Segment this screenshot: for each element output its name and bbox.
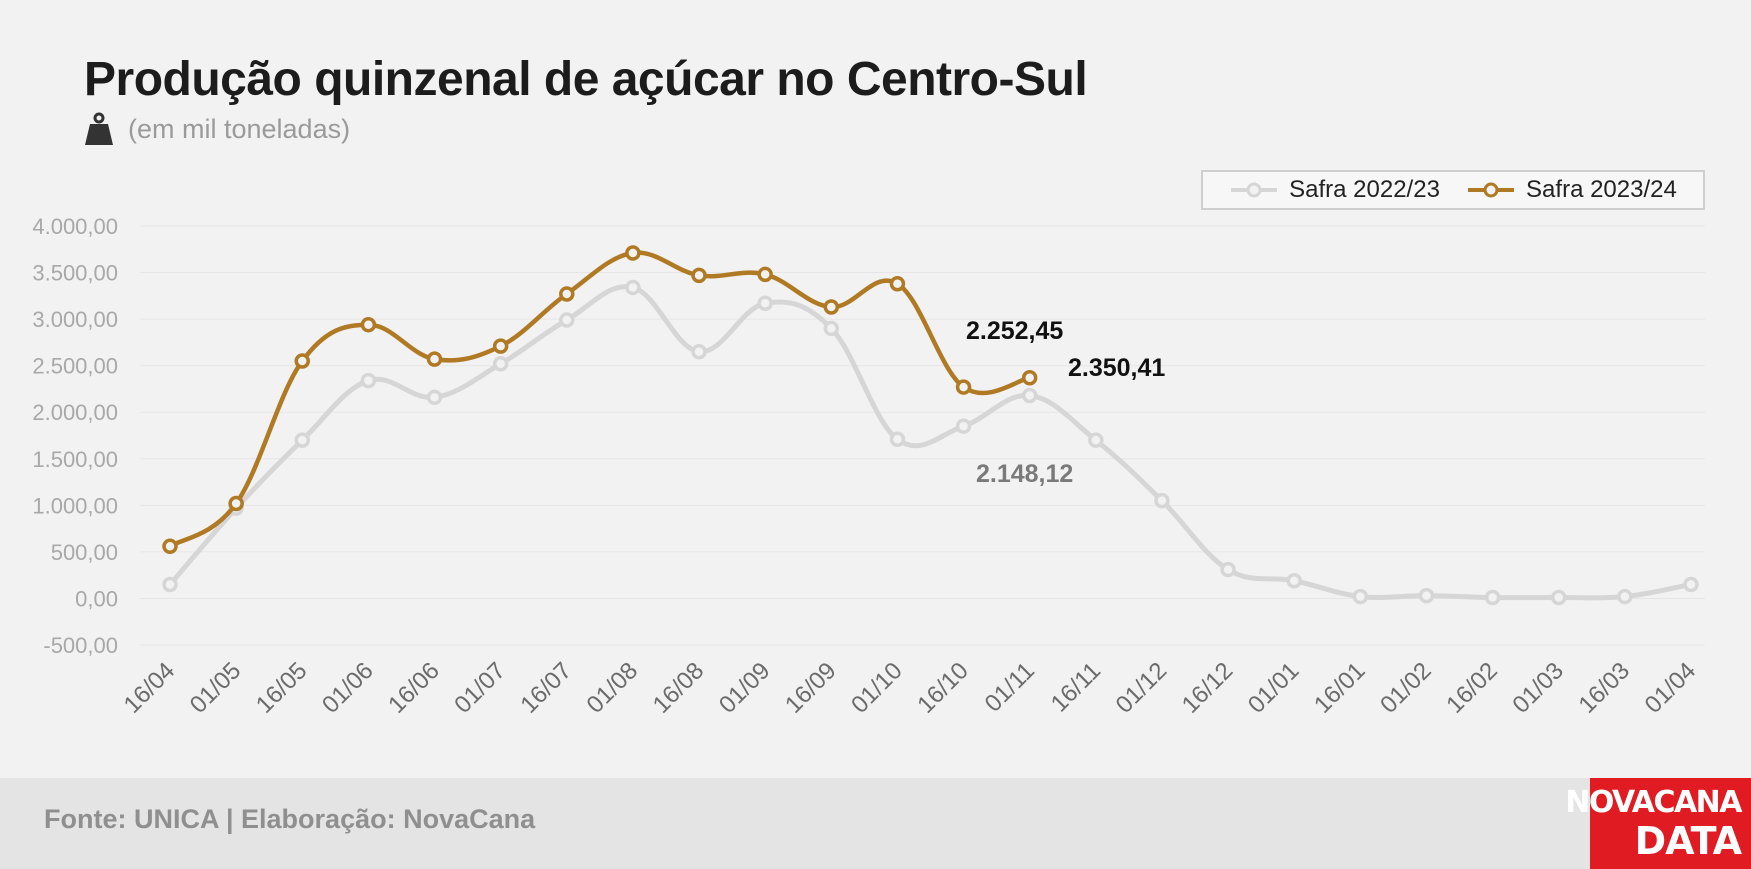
data-point-safra-2022-23	[492, 356, 509, 372]
logo-line-2: DATA	[1634, 818, 1742, 863]
y-tick-label: 1.500,00	[32, 447, 118, 472]
legend-label-2023-24: Safra 2023/24	[1526, 176, 1677, 203]
x-tick-label: 01/04	[1640, 657, 1702, 719]
data-point-safra-2022-23	[294, 432, 311, 448]
data-label: 2.252,45	[966, 317, 1063, 345]
x-tick-label: 16/11	[1046, 657, 1106, 717]
x-tick-label: 01/05	[185, 657, 247, 719]
data-point-safra-2023-24	[955, 379, 972, 395]
data-point-safra-2023-24	[426, 351, 443, 367]
novacana-data-logo: NOVACANA DATA	[1565, 778, 1751, 869]
x-tick-label: 16/05	[251, 657, 313, 719]
data-point-safra-2023-24	[823, 299, 840, 315]
x-tick-label: 16/09	[780, 657, 842, 719]
weight-icon	[85, 112, 113, 145]
y-tick-label: 2.500,00	[32, 354, 118, 379]
x-tick-label: 16/03	[1574, 657, 1636, 719]
legend-label-2022-23: Safra 2022/23	[1289, 176, 1440, 203]
y-tick-label: 3.500,00	[32, 261, 118, 286]
data-point-safra-2022-23	[1484, 589, 1501, 606]
x-tick-label: 01/06	[317, 657, 379, 719]
x-tick-label: 16/10	[912, 657, 974, 719]
y-tick-label: 0,00	[75, 586, 118, 611]
data-point-safra-2022-23	[1088, 432, 1104, 448]
x-tick-label: 01/01	[1243, 657, 1305, 719]
data-point-safra-2023-24	[492, 338, 509, 354]
y-tick-label: 3.000,00	[32, 307, 118, 332]
data-point-safra-2023-24	[625, 245, 641, 261]
y-tick-label: 2.000,00	[32, 400, 118, 425]
data-point-safra-2022-23	[1550, 589, 1567, 606]
data-point-safra-2023-24	[1021, 370, 1038, 386]
data-point-safra-2022-23	[162, 576, 178, 593]
chart-subtitle: (em mil toneladas)	[128, 113, 351, 144]
x-tick-label: 16/12	[1177, 657, 1239, 719]
x-tick-label: 01/12	[1111, 657, 1173, 719]
y-tick-label: 1.000,00	[32, 493, 118, 518]
data-point-safra-2022-23	[1154, 492, 1170, 509]
data-point-safra-2022-23	[1286, 573, 1302, 589]
data-point-safra-2023-24	[294, 353, 311, 369]
chart-legend: Safra 2022/23 Safra 2023/24	[1201, 170, 1705, 210]
data-point-safra-2023-24	[360, 316, 377, 333]
data-point-safra-2022-23	[1352, 588, 1369, 605]
logo-line-1: NOVACANA	[1565, 784, 1742, 820]
source-text: Fonte: UNICA | Elaboração: NovaCana	[44, 804, 536, 834]
y-tick-label: 500,00	[51, 540, 118, 565]
data-point-safra-2022-23	[426, 389, 443, 406]
legend-marker-2022-23	[1231, 182, 1278, 198]
data-point-safra-2023-24	[889, 275, 906, 292]
y-tick-label: -500,00	[43, 633, 118, 658]
x-tick-label: 01/03	[1507, 657, 1569, 719]
data-point-safra-2022-23	[1220, 561, 1236, 578]
footer: Fonte: UNICA | Elaboração: NovaCana NOVA…	[0, 778, 1751, 869]
x-tick-label: 01/10	[846, 657, 908, 719]
x-tick-label: 01/02	[1375, 657, 1437, 719]
data-point-safra-2022-23	[823, 320, 840, 337]
data-point-safra-2022-23	[889, 431, 906, 447]
data-point-safra-2022-23	[559, 312, 575, 328]
data-point-safra-2023-24	[691, 267, 707, 284]
line-chart: -500,00 0,00 500,00 1.000,00 1.500,00 2.000,0…	[32, 214, 1705, 719]
x-tick-label: 16/06	[383, 657, 445, 719]
legend-marker-2023-24	[1468, 182, 1515, 198]
x-tick-label: 01/11	[980, 657, 1040, 717]
x-tick-label: 16/02	[1441, 657, 1503, 719]
data-point-safra-2022-23	[625, 279, 641, 296]
data-point-safra-2022-23	[1617, 588, 1633, 605]
chart-title: Produção quinzenal de açúcar no Centro-S…	[84, 53, 1088, 106]
x-tick-label: 01/08	[582, 657, 644, 719]
data-point-safra-2022-23	[691, 343, 707, 360]
data-label: 2.350,41	[1068, 354, 1165, 382]
data-point-safra-2022-23	[360, 372, 377, 389]
data-point-safra-2022-23	[1021, 387, 1038, 404]
legend-item-2022-23: Safra 2022/23	[1229, 176, 1440, 204]
data-label: 2.148,12	[976, 460, 1073, 488]
data-point-safra-2022-23	[1683, 576, 1699, 593]
x-tick-label: 16/07	[515, 657, 577, 719]
data-point-safra-2023-24	[559, 286, 575, 302]
data-point-safra-2022-23	[955, 418, 972, 434]
data-point-safra-2022-23	[757, 295, 773, 312]
y-tick-label: 4.000,00	[32, 214, 118, 239]
x-tick-label: 16/08	[648, 657, 710, 719]
x-tick-label: 01/09	[714, 657, 776, 719]
data-point-safra-2023-24	[228, 495, 244, 512]
data-point-safra-2023-24	[757, 266, 773, 283]
x-tick-label: 01/07	[449, 657, 511, 719]
data-point-safra-2022-23	[1418, 587, 1435, 604]
subtitle-row: (em mil toneladas)	[84, 112, 350, 146]
data-point-safra-2023-24	[162, 538, 178, 555]
x-tick-label: 16/01	[1309, 657, 1371, 719]
x-tick-label: 16/04	[119, 657, 181, 719]
legend-item-2023-24: Safra 2023/24	[1466, 176, 1677, 204]
